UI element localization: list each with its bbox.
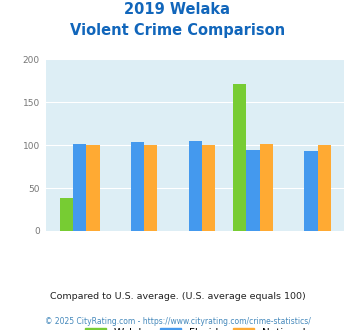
Bar	[86, 145, 100, 231]
Bar	[144, 145, 157, 231]
Bar	[304, 151, 317, 231]
Text: Compared to U.S. average. (U.S. average equals 100): Compared to U.S. average. (U.S. average …	[50, 292, 305, 301]
Bar	[189, 141, 202, 231]
Bar	[260, 144, 273, 231]
Bar	[233, 84, 246, 231]
Bar	[202, 145, 215, 231]
Text: Violent Crime Comparison: Violent Crime Comparison	[70, 23, 285, 38]
Bar	[246, 150, 260, 231]
Bar	[60, 198, 73, 231]
Legend: Welaka, Florida, National: Welaka, Florida, National	[81, 324, 310, 330]
Text: © 2025 CityRating.com - https://www.cityrating.com/crime-statistics/: © 2025 CityRating.com - https://www.city…	[45, 317, 310, 326]
Bar	[131, 142, 144, 231]
Text: 2019 Welaka: 2019 Welaka	[125, 2, 230, 16]
Bar	[73, 144, 86, 231]
Bar	[317, 145, 331, 231]
